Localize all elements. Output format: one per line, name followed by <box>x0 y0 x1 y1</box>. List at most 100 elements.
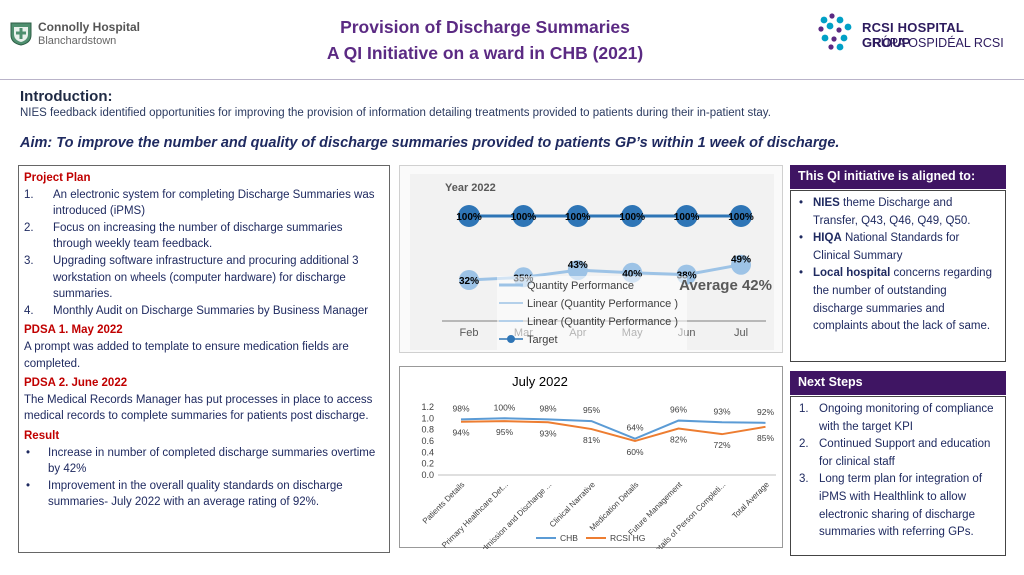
july-2022-chart-svg: July 2022 0.00.2 0.40.60.8 1.01.2 Patients D… <box>421 374 776 558</box>
y-tick-label: 1.0 <box>421 413 434 423</box>
year-2022-chart-svg: Year 2022FebMarAprMayJunJul100%100%100%1… <box>410 174 774 350</box>
intro-text: NIES feedback identified opportunities f… <box>20 107 771 119</box>
plan-item: 1. An electronic system for completing Di… <box>24 187 384 220</box>
rcsi-hg-data-label: 60% <box>626 447 643 457</box>
legend-label: Quantity Performance <box>527 280 634 292</box>
aligned-item-bold: NIES <box>813 197 840 209</box>
rcsi-hg-data-label: 81% <box>583 435 600 445</box>
hospital-crest-icon <box>10 22 32 46</box>
aligned-item: • Local hospital concerns regarding the n… <box>799 267 992 333</box>
plan-text: Focus on increasing the number of discha… <box>53 221 343 251</box>
x-tick-label: Jul <box>734 327 748 339</box>
plan-num: 1. <box>24 188 34 201</box>
aligned-item-text: concerns regarding the number of outstan… <box>813 267 992 333</box>
chb-line <box>460 417 766 440</box>
performance-point <box>459 270 479 290</box>
y-tick-label: 0.0 <box>421 470 434 480</box>
aligned-item: • HIQA National Standards for Clinical Su… <box>799 232 960 262</box>
july-2022-chart: July 2022 0.0 0.2 0.4 0.6 0.8 1.0 1.2 Patients D… <box>399 366 783 558</box>
rcsi-hg-data-label: 72% <box>713 440 730 450</box>
target-point <box>458 205 480 227</box>
performance-data-label: 49% <box>731 255 751 266</box>
x-tick-label: Total Average <box>730 480 771 521</box>
plan-item: 2. Focus on increasing the number of disc… <box>24 220 384 253</box>
pdsa2-text: The Medical Records Manager has put proc… <box>24 393 373 423</box>
chb-data-label: 93% <box>713 406 730 416</box>
performance-data-label: 43% <box>568 260 588 271</box>
plan-num: 2. <box>24 221 34 234</box>
rcsi-hg-data-label: 94% <box>452 428 469 438</box>
aligned-item: • NIES theme Discharge and Transfer, Q43,… <box>799 197 971 227</box>
rcsi-hg-data-label: 95% <box>496 427 513 437</box>
pdsa2-heading: PDSA 2. June 2022 <box>24 377 128 390</box>
plan-text: An electronic system for completing Disc… <box>53 188 375 218</box>
chb-data-label: 64% <box>626 423 643 433</box>
pdsa1-text: A prompt was added to template to ensure… <box>24 340 349 370</box>
x-tick-label: Clinical Narrative <box>548 480 598 530</box>
legend-label: Target <box>527 334 558 346</box>
plan-num: 3. <box>24 254 34 267</box>
target-data-label: 100% <box>456 212 482 223</box>
chb-data-label: 100% <box>494 402 516 412</box>
title-line-1: Provision of Discharge Summaries <box>340 17 630 37</box>
rcsi-group-logo: RCSI HOSPITAL GROUP GRÚPA OSPIDÉAL RCSI <box>816 12 1016 56</box>
target-data-label: 100% <box>619 212 645 223</box>
result-item: • Improvement in the overall quality stan… <box>26 479 343 509</box>
target-data-label: 100% <box>674 212 700 223</box>
aligned-box: • NIES theme Discharge and Transfer, Q43,… <box>790 190 1006 362</box>
plan-text: Monthly Audit on Discharge Summaries by … <box>53 304 369 317</box>
rcsi-hg-data-label: 85% <box>757 433 774 443</box>
aim-statement: Aim: To improve the number and quality o… <box>20 135 840 151</box>
target-point <box>675 205 698 227</box>
legend-background <box>497 276 687 350</box>
next-step-num: 2. <box>799 438 809 451</box>
chb-data-label: 95% <box>583 405 600 415</box>
y-tick-label: 1.2 <box>421 402 434 412</box>
target-data-label: 100% <box>511 212 537 223</box>
performance-data-label: 32% <box>459 276 479 287</box>
target-point <box>621 205 644 227</box>
next-step-item: 2. Continued Support and education for cl… <box>797 436 999 471</box>
hospital-location: Blanchardstown <box>38 35 117 47</box>
next-step-item: 1. Ongoing monitoring of compliance with … <box>797 401 999 436</box>
plan-text: Upgrading software infrastructure and pr… <box>53 254 359 301</box>
target-point <box>730 205 752 227</box>
aligned-item-text: theme Discharge and Transfer, Q43, Q46, … <box>813 197 971 227</box>
result-text: Increase in number of completed discharg… <box>48 446 376 476</box>
x-tick-label: Feb <box>460 327 479 339</box>
legend-label: Linear (Quantity Performance ) <box>527 298 678 310</box>
plan-num: 4. <box>24 304 34 317</box>
aligned-item-text: National Standards for Clinical Summary <box>813 232 960 262</box>
target-data-label: 100% <box>565 212 591 223</box>
connolly-hospital-logo: Connolly Hospital Blanchardstown <box>10 18 170 50</box>
next-step-num: 3. <box>799 473 809 486</box>
legend-marker <box>507 335 515 343</box>
group-name: RCSI HOSPITAL GROUP <box>862 20 964 50</box>
y-tick-label: 0.4 <box>421 447 434 457</box>
aligned-item-bold: Local hospital <box>813 267 891 280</box>
target-point <box>566 205 589 227</box>
result-text: Improvement in the overall quality stand… <box>48 479 343 509</box>
rcsi-hg-data-label: 93% <box>539 428 556 438</box>
y-tick-label: 0.2 <box>421 459 434 469</box>
result-heading: Result <box>24 429 60 442</box>
x-tick-label: Patients Details <box>421 480 467 526</box>
chb-data-label: 92% <box>757 407 774 417</box>
x-tick-label: Details of Person Completi... <box>649 480 727 549</box>
y-tick-label: 0.6 <box>421 436 434 446</box>
next-step-text: Ongoing monitoring of compliance with th… <box>819 403 994 433</box>
next-step-item: 3. Long term plan for integration of iPMS… <box>797 471 999 541</box>
performance-point <box>731 254 751 275</box>
legend-label: Linear (Quantity Performance ) <box>527 316 678 328</box>
project-panel: Project Plan 1. An electronic system for … <box>18 165 390 553</box>
title-line-2: A QI Initiative on a ward in CHB (2021) <box>326 43 644 63</box>
target-point <box>512 205 535 227</box>
aligned-heading: This QI initiative is aligned to: <box>790 165 1006 189</box>
rcsi-hg-data-label: 82% <box>670 435 687 445</box>
next-step-num: 1. <box>799 403 809 415</box>
legend-label: RCSI HG <box>610 533 645 543</box>
plan-item: 4. Monthly Audit on Discharge Summaries b… <box>24 303 384 320</box>
performance-point <box>567 260 588 281</box>
chb-data-label: 98% <box>452 403 469 413</box>
chb-data-label: 98% <box>539 403 556 413</box>
